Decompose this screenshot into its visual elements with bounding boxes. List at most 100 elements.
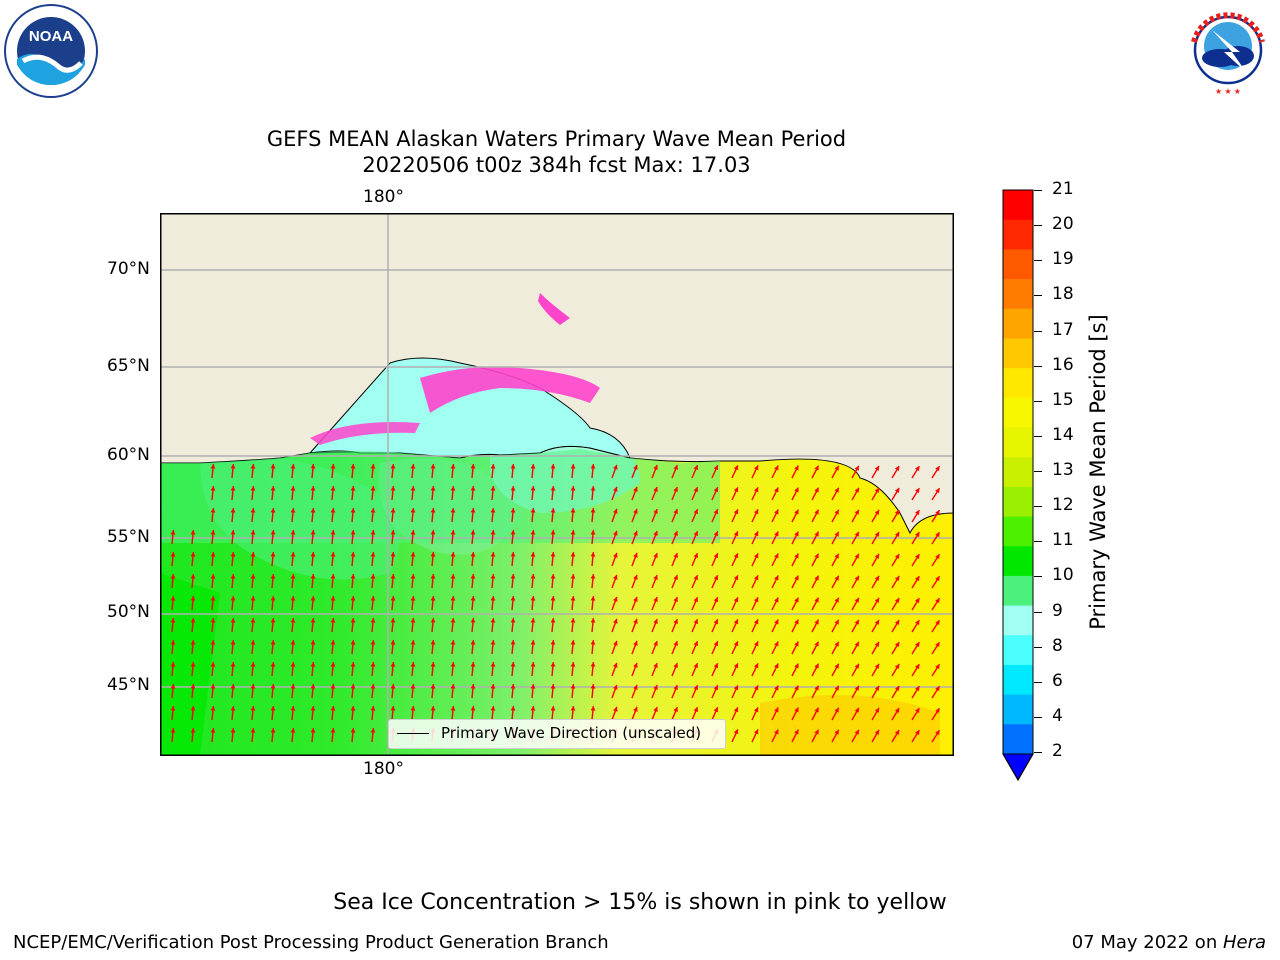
wave-arrow-head — [570, 662, 576, 667]
wave-arrow-head — [170, 618, 176, 623]
map-legend: Primary Wave Direction (unscaled) — [388, 719, 726, 749]
wave-arrow-head — [854, 553, 859, 559]
wave-arrow-head — [210, 464, 216, 469]
wave-arrow-head — [794, 729, 799, 735]
wave-arrow-head — [854, 663, 859, 669]
wave-arrow-head — [310, 552, 316, 557]
wave-arrow-head — [854, 729, 859, 735]
wave-arrow-head — [894, 487, 900, 493]
wave-arrow-head — [310, 574, 316, 579]
colorbar-tick-label: 13 — [1052, 460, 1074, 480]
wave-arrow-head — [814, 663, 819, 669]
wave-arrow-head — [914, 554, 920, 560]
wave-arrow-head — [633, 706, 638, 712]
wave-arrow-head — [935, 576, 940, 582]
wave-arrow-head — [210, 640, 216, 645]
wave-arrow-head — [370, 596, 376, 601]
wave-arrow-head — [430, 640, 436, 645]
wave-arrow-head — [230, 640, 236, 645]
wave-arrow-head — [570, 552, 576, 557]
colorbar-segment — [1003, 694, 1033, 725]
wave-arrow-head — [794, 663, 799, 669]
wave-arrow-head — [653, 684, 658, 690]
wave-arrow-head — [470, 662, 476, 667]
date-stamp: 07 May 2022 on Hera — [1072, 932, 1266, 953]
wave-arrow-head — [230, 508, 236, 513]
wave-arrow-head — [430, 574, 436, 579]
wave-arrow-head — [774, 641, 779, 647]
wave-arrow-head — [673, 531, 678, 537]
legend-line-swatch — [397, 733, 429, 734]
wave-arrow-head — [914, 708, 920, 714]
wave-arrow-head — [290, 596, 296, 601]
wave-arrow-head — [570, 684, 576, 689]
wave-arrow-head — [530, 508, 536, 513]
wave-arrow-head — [590, 552, 596, 557]
wave-arrow-head — [210, 662, 216, 667]
wave-arrow-head — [613, 618, 618, 624]
wave-arrow-head — [613, 486, 618, 492]
wave-arrow-head — [653, 464, 658, 470]
wave-arrow-head — [350, 464, 356, 469]
colorbar-tick — [1034, 260, 1042, 262]
wave-arrow-head — [530, 618, 536, 623]
colorbar-tick-label: 4 — [1052, 705, 1063, 726]
wave-arrow-head — [510, 684, 516, 689]
wave-arrow-head — [633, 684, 638, 690]
colorbar-tick — [1034, 541, 1042, 543]
wave-arrow-head — [510, 706, 516, 711]
colorbar-tick — [1034, 225, 1042, 227]
lat-label-45n: 45°N — [107, 675, 150, 695]
wave-arrow-head — [713, 509, 719, 515]
wave-arrow-head — [914, 510, 920, 516]
wave-arrow-head — [510, 530, 516, 535]
colorbar-svg — [1002, 189, 1034, 782]
wave-arrow-head — [753, 729, 759, 735]
colorbar-tick — [1034, 716, 1042, 718]
wave-arrow-head — [170, 574, 176, 579]
wave-arrow-head — [330, 640, 336, 645]
wave-arrow-head — [350, 618, 356, 623]
wave-arrow-head — [874, 487, 880, 493]
wave-arrow-head — [390, 618, 396, 623]
wave-arrow-head — [733, 597, 739, 603]
wave-arrow-head — [733, 707, 739, 713]
wave-arrow-head — [370, 728, 376, 733]
wave-arrow-head — [834, 487, 839, 493]
map-panel — [160, 213, 954, 756]
wave-arrow-head — [350, 596, 356, 601]
wave-arrow-head — [894, 685, 900, 691]
wave-arrow-head — [510, 574, 516, 579]
wave-arrow-head — [854, 575, 859, 581]
colorbar-tick — [1034, 400, 1042, 402]
wave-arrow-head — [550, 706, 556, 711]
wave-arrow-head — [190, 662, 196, 667]
wave-arrow-head — [613, 596, 618, 602]
wave-arrow-head — [210, 574, 216, 579]
wave-arrow-head — [370, 618, 376, 623]
wave-arrow-head — [894, 641, 900, 647]
wave-arrow-head — [450, 618, 456, 623]
wave-arrow-head — [570, 464, 576, 469]
wave-arrow-head — [450, 574, 456, 579]
lon-label-bottom: 180° — [363, 759, 404, 779]
wave-arrow-head — [450, 684, 456, 689]
wave-arrow-head — [190, 618, 196, 623]
wave-arrow-head — [270, 662, 276, 667]
colorbar-segment — [1003, 664, 1033, 696]
wave-arrow-head — [570, 640, 576, 645]
wave-arrow-head — [814, 619, 819, 625]
wave-arrow-head — [510, 596, 516, 601]
wave-arrow-head — [270, 486, 276, 491]
wave-arrow-head — [794, 707, 799, 713]
wave-arrow-head — [210, 728, 216, 733]
wave-arrow-head — [613, 706, 618, 712]
chart-subtitle: 20220506 t00z 384h fcst Max: 17.03 — [362, 153, 751, 177]
wave-arrow-head — [330, 574, 336, 579]
wave-arrow-head — [310, 640, 316, 645]
wave-arrow-head — [470, 618, 476, 623]
wave-arrow-head — [330, 596, 336, 601]
colorbar-tick-label: 21 — [1052, 179, 1074, 199]
wave-arrow-head — [190, 552, 196, 557]
wave-arrow-head — [390, 662, 396, 667]
